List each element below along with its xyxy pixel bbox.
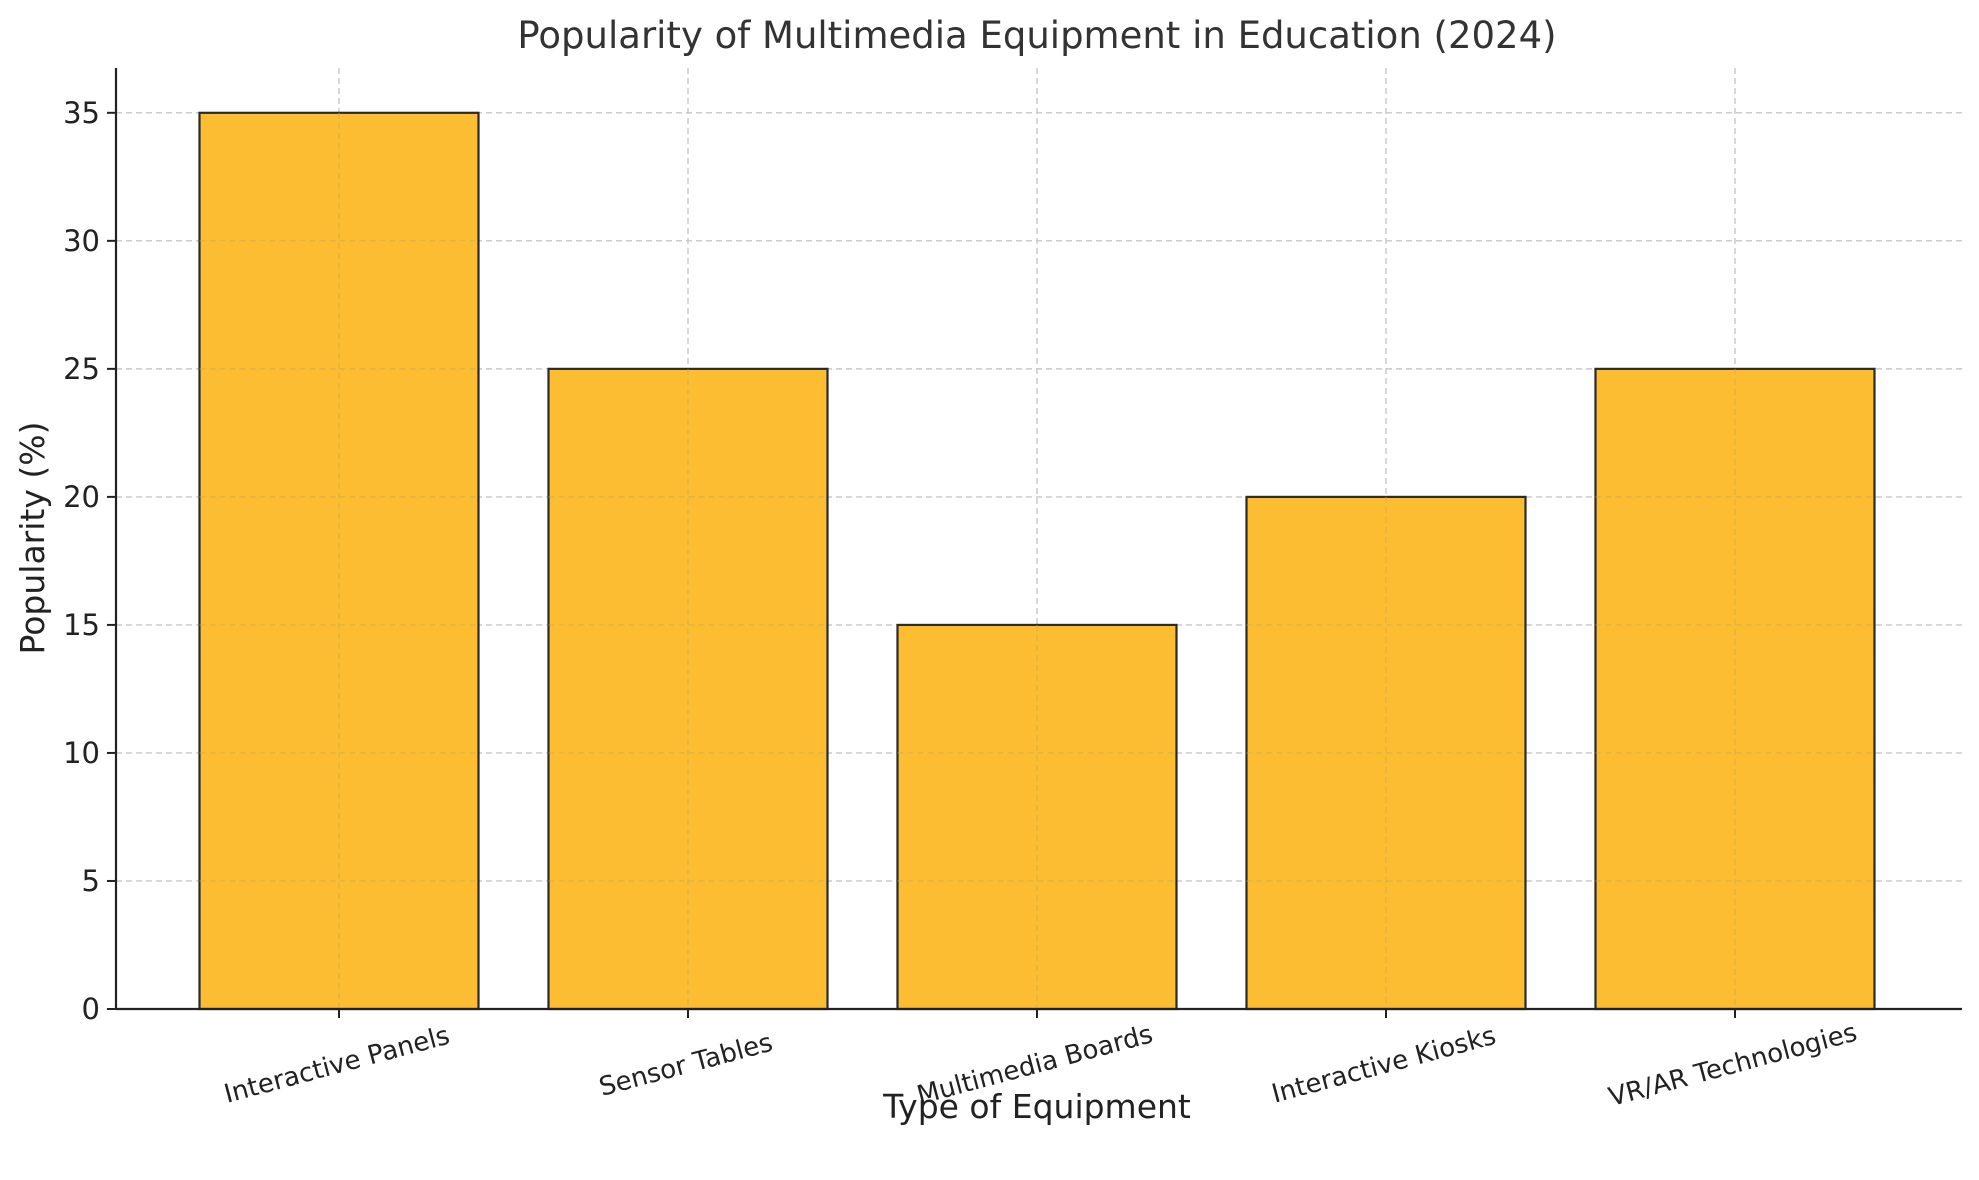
bar-layer xyxy=(198,111,1876,1011)
chart-title: Popularity of Multimedia Equipment in Ed… xyxy=(517,14,1556,57)
y-tick-label: 10 xyxy=(63,736,100,770)
y-tick-label: 15 xyxy=(63,608,100,642)
y-tick-label: 25 xyxy=(63,352,100,386)
y-tick-layer: 0 5 10 15 20 25 30 35 xyxy=(63,96,116,1026)
y-tick-label: 35 xyxy=(63,96,100,130)
axis-layer xyxy=(114,68,1962,1011)
x-axis-title: Type of Equipment xyxy=(882,1087,1191,1126)
y-tick-label: 30 xyxy=(63,224,100,258)
y-tick-label: 0 xyxy=(82,992,100,1026)
bar-interactive-panels xyxy=(198,111,480,1011)
y-tick-label: 20 xyxy=(63,480,100,514)
y-tick-label: 5 xyxy=(82,864,100,898)
y-axis-title: Popularity (%) xyxy=(13,422,52,655)
